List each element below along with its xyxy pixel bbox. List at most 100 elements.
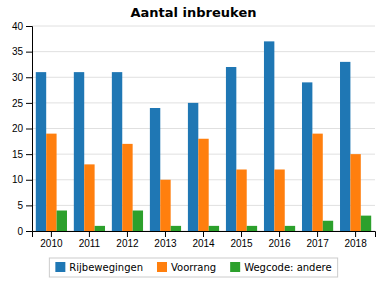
- y-tick-mark: [26, 129, 32, 130]
- bar-series: [36, 41, 351, 231]
- x-tick-mark: [165, 231, 166, 237]
- bar: [160, 180, 170, 231]
- x-tick: 2014: [192, 231, 215, 249]
- y-tick-label: 30: [12, 72, 24, 83]
- x-tick-mark: [355, 231, 356, 237]
- x-axis: 201020112012201320142015201620172018: [33, 231, 376, 249]
- legend-frame: [49, 258, 337, 277]
- bar: [274, 170, 284, 232]
- y-tick-label: 15: [12, 149, 24, 160]
- bar: [112, 72, 122, 231]
- bar: [74, 72, 84, 231]
- chart-container: Aantal inbreuken201020112012201320142015…: [0, 0, 387, 283]
- bar: [312, 134, 322, 231]
- x-tick-label: 2016: [268, 238, 291, 249]
- chart-svg: Aantal inbreuken201020112012201320142015…: [0, 0, 387, 283]
- x-tick-mark: [51, 231, 52, 237]
- bar: [264, 41, 274, 231]
- y-tick-label: 35: [12, 46, 24, 57]
- legend-item: Voorrang: [157, 262, 216, 273]
- y-tick: 30: [12, 72, 32, 83]
- x-tick: 2016: [268, 231, 291, 249]
- y-tick-label: 25: [12, 98, 24, 109]
- y-tick: 25: [12, 98, 32, 109]
- y-tick-label: 0: [17, 226, 23, 237]
- y-tick-mark: [26, 154, 32, 155]
- x-tick: 2018: [344, 231, 367, 249]
- bar: [323, 221, 333, 231]
- legend-swatch: [230, 262, 240, 272]
- y-tick: 40: [12, 21, 32, 32]
- legend: Rijbewegingen Voorrang Wegcode: andere: [49, 258, 337, 277]
- y-tick-label: 10: [12, 174, 24, 185]
- legend-item: Wegcode: andere: [230, 262, 331, 273]
- x-tick-label: 2017: [306, 238, 329, 249]
- x-tick: 2012: [116, 231, 139, 249]
- y-tick-label: 40: [12, 21, 24, 32]
- bar: [285, 226, 295, 231]
- bar: [133, 211, 143, 232]
- x-tick: 2011: [79, 231, 101, 249]
- x-tick-label: 2010: [40, 238, 63, 249]
- y-tick: 10: [12, 174, 32, 185]
- bar: [188, 103, 198, 231]
- x-tick-mark: [203, 231, 204, 237]
- bar: [209, 226, 219, 231]
- x-tick-mark: [317, 231, 318, 237]
- bar: [122, 144, 132, 231]
- bar: [340, 62, 350, 231]
- y-tick-mark: [26, 52, 32, 53]
- bar: [46, 134, 56, 231]
- x-tick-mark: [279, 231, 280, 237]
- bar: [236, 170, 246, 232]
- y-tick-label: 20: [12, 123, 24, 134]
- grid-line: [32, 26, 375, 27]
- bar: [302, 82, 312, 231]
- x-tick-mark: [127, 231, 128, 237]
- y-tick: 20: [12, 123, 32, 134]
- bar: [198, 139, 208, 231]
- legend-item: Rijbewegingen: [55, 262, 143, 273]
- bar: [84, 164, 94, 231]
- bar: [150, 108, 160, 231]
- bar: [247, 226, 257, 231]
- x-tick-label: 2013: [154, 238, 177, 249]
- x-tick-label: 2012: [116, 238, 139, 249]
- x-tick: 2010: [40, 231, 63, 249]
- bar: [57, 211, 67, 232]
- y-tick: 15: [12, 149, 32, 160]
- legend-label: Wegcode: andere: [244, 262, 331, 273]
- y-tick-mark: [26, 231, 32, 232]
- chart-title: Aantal inbreuken: [131, 5, 257, 20]
- bar: [171, 226, 181, 231]
- x-tick: 2013: [154, 231, 177, 249]
- legend-label: Rijbewegingen: [69, 262, 143, 273]
- legend-swatch: [55, 262, 65, 272]
- y-axis-line: [26, 27, 33, 232]
- x-axis-line: [33, 232, 376, 238]
- bar: [36, 72, 46, 231]
- x-tick: 2017: [306, 231, 329, 249]
- bar: [226, 67, 236, 231]
- bar: [95, 226, 105, 231]
- x-tick-label: 2014: [192, 238, 215, 249]
- y-tick-mark: [26, 180, 32, 181]
- y-tick-label: 5: [17, 200, 23, 211]
- legend-label: Voorrang: [171, 262, 216, 273]
- x-tick-label: 2011: [79, 238, 101, 249]
- bar: [350, 154, 360, 231]
- x-tick-label: 2018: [344, 238, 367, 249]
- legend-swatch: [157, 262, 167, 272]
- y-tick-mark: [26, 77, 32, 78]
- y-tick: 0: [17, 226, 32, 237]
- bar-series: [57, 211, 372, 232]
- bar: [361, 216, 371, 231]
- y-tick: 5: [17, 200, 32, 211]
- x-tick-mark: [89, 231, 90, 237]
- y-tick-mark: [26, 103, 32, 104]
- bar-series: [46, 134, 361, 231]
- y-tick-mark: [26, 26, 32, 27]
- y-tick: 35: [12, 46, 32, 57]
- y-axis: 0 5 10 15 20 25 30 35 40: [12, 21, 33, 237]
- x-tick-mark: [241, 231, 242, 237]
